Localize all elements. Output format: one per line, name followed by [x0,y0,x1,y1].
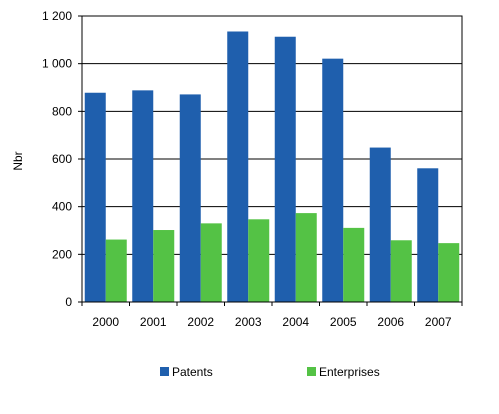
bar-patents-2003 [227,31,249,302]
y-axis-label: Nbr [11,151,25,170]
y-tick-label: 0 [65,295,72,309]
plot-frame [81,15,463,303]
bar-patents-2002 [179,94,201,302]
bar-patents-2004 [274,36,296,303]
y-tick-label: 200 [52,247,72,261]
x-tick-label: 2006 [377,315,404,329]
bar-enterprises-2007 [438,243,460,302]
y-tick-label: 800 [52,104,72,118]
x-tick-label: 2002 [187,315,214,329]
x-tick-labels: 2000 2001 2002 2003 2004 2005 2006 2007 [92,315,452,329]
bar-enterprises-2006 [390,240,412,302]
bar-enterprises-2002 [200,223,222,302]
y-tick-labels: 0 200 400 600 800 1 000 1 200 [42,9,72,309]
x-tick-label: 2007 [425,315,452,329]
legend-swatch-enterprises [307,367,316,376]
y-tick-label: 400 [52,200,72,214]
bar-patents-2000 [84,92,106,302]
legend-label-patents: Patents [172,365,213,379]
bar-patents-2006 [369,147,391,302]
x-tick-label: 2005 [330,315,357,329]
legend-label-enterprises: Enterprises [319,365,380,379]
bar-enterprises-2004 [295,213,317,302]
bar-enterprises-2001 [153,230,175,302]
bars [84,31,460,303]
bar-patents-2007 [417,168,439,302]
x-tick-label: 2001 [140,315,167,329]
axes [78,15,463,306]
x-tick-label: 2003 [235,315,262,329]
bar-patents-2005 [322,58,344,302]
bar-enterprises-2000 [105,239,127,302]
bar-patents-2001 [132,90,154,302]
y-tick-label: 1 200 [42,9,72,23]
legend: Patents Enterprises [160,365,380,379]
y-tick-label: 1 000 [42,57,72,71]
legend-swatch-patents [160,367,169,376]
bar-enterprises-2003 [248,219,270,302]
y-tick-label: 600 [52,152,72,166]
x-tick-label: 2000 [92,315,119,329]
bar-enterprises-2005 [343,227,365,302]
x-tick-label: 2004 [282,315,309,329]
